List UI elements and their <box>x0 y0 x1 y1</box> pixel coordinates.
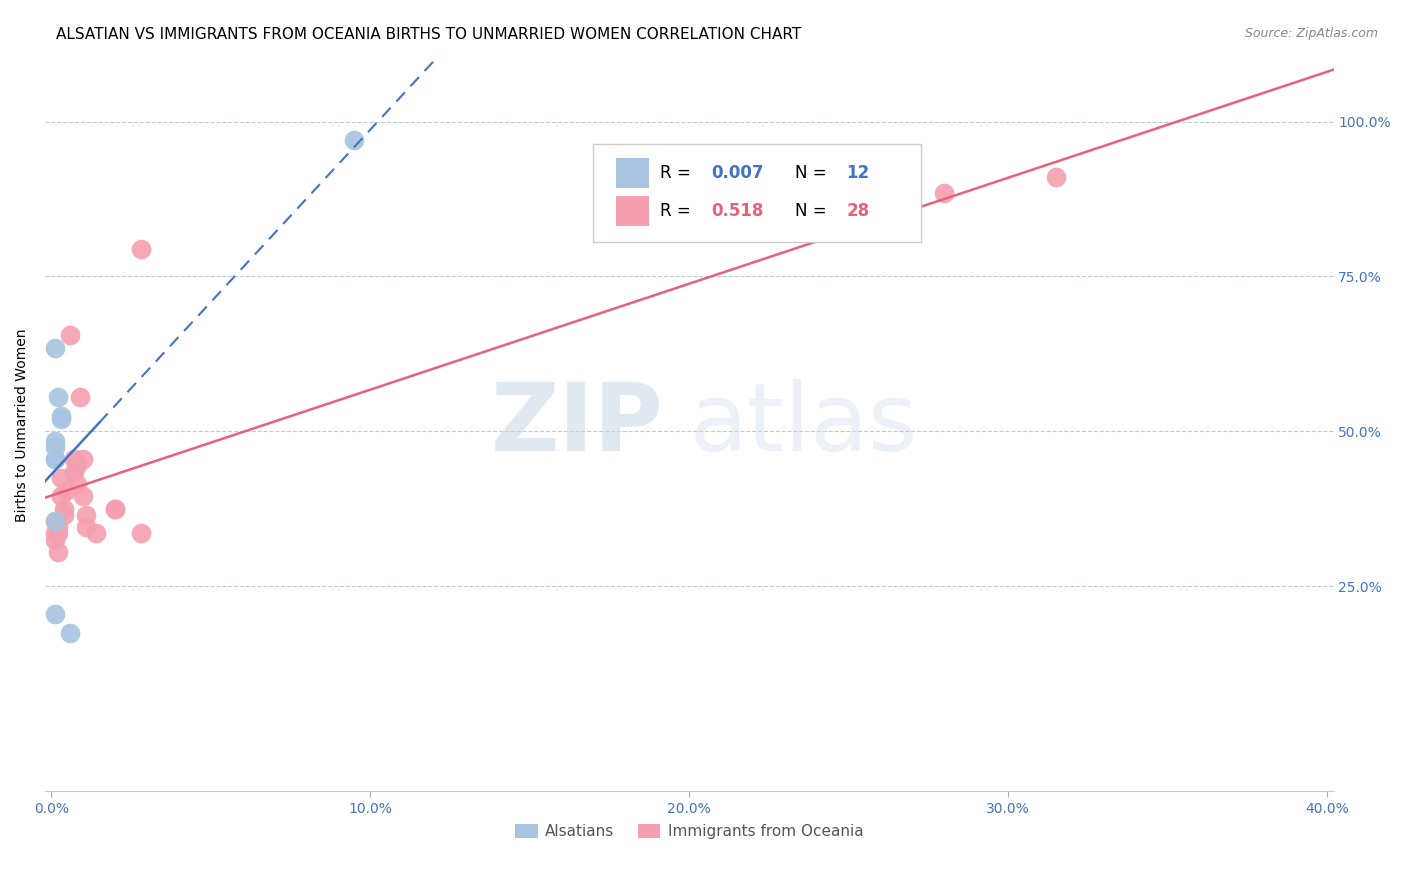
Point <box>46 545 69 559</box>
Y-axis label: Births to Unmarried Women: Births to Unmarried Women <box>15 328 30 522</box>
Point <box>44 341 66 355</box>
Text: 0.007: 0.007 <box>711 164 763 182</box>
Text: 0.518: 0.518 <box>711 202 763 220</box>
Text: ZIP: ZIP <box>491 379 664 471</box>
Point <box>84 526 107 541</box>
Text: R =: R = <box>659 164 696 182</box>
Point <box>66 458 89 473</box>
Point <box>49 412 72 426</box>
Point <box>934 186 956 200</box>
Text: atlas: atlas <box>689 379 918 471</box>
Point <box>75 508 97 522</box>
Point <box>53 508 76 522</box>
Point <box>75 520 97 534</box>
Point <box>44 526 66 541</box>
Point <box>129 526 152 541</box>
Point <box>72 489 94 503</box>
Point <box>343 133 366 147</box>
Text: 28: 28 <box>846 202 869 220</box>
Text: R =: R = <box>659 202 696 220</box>
Point <box>44 440 66 454</box>
Point <box>49 471 72 485</box>
Point <box>59 328 82 343</box>
Point <box>44 607 66 621</box>
FancyBboxPatch shape <box>616 158 650 188</box>
Point <box>62 452 84 467</box>
Point <box>72 452 94 467</box>
Point <box>44 452 66 467</box>
Point <box>44 514 66 528</box>
Point <box>56 483 79 497</box>
Text: N =: N = <box>794 164 832 182</box>
FancyBboxPatch shape <box>592 144 921 243</box>
Point <box>104 501 127 516</box>
Point <box>46 520 69 534</box>
Point <box>49 489 72 503</box>
Text: N =: N = <box>794 202 832 220</box>
Point <box>44 434 66 448</box>
Text: Source: ZipAtlas.com: Source: ZipAtlas.com <box>1244 27 1378 40</box>
Legend: Alsatians, Immigrants from Oceania: Alsatians, Immigrants from Oceania <box>509 818 870 845</box>
Text: ALSATIAN VS IMMIGRANTS FROM OCEANIA BIRTHS TO UNMARRIED WOMEN CORRELATION CHART: ALSATIAN VS IMMIGRANTS FROM OCEANIA BIRT… <box>56 27 801 42</box>
Point <box>49 409 72 423</box>
Point <box>59 625 82 640</box>
FancyBboxPatch shape <box>616 195 650 227</box>
Point <box>44 533 66 547</box>
Point <box>46 526 69 541</box>
Point <box>44 452 66 467</box>
Point <box>1045 170 1067 185</box>
Point <box>53 501 76 516</box>
Point <box>62 465 84 479</box>
Point <box>104 501 127 516</box>
Point <box>44 514 66 528</box>
Text: 12: 12 <box>846 164 869 182</box>
Point <box>69 390 91 404</box>
Point <box>66 477 89 491</box>
Point <box>129 242 152 256</box>
Point <box>46 390 69 404</box>
